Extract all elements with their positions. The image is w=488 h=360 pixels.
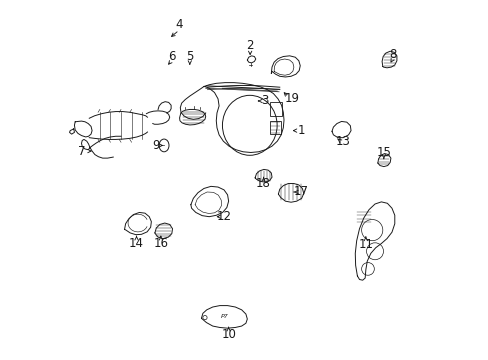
Text: 2: 2 [246,40,253,53]
Text: 5: 5 [186,50,193,63]
Text: 12: 12 [217,210,231,223]
Text: 3: 3 [261,94,268,108]
Text: 6: 6 [167,50,175,63]
Text: 7: 7 [78,145,86,158]
Text: 14: 14 [129,237,144,250]
Text: P7: P7 [221,314,228,319]
Text: 13: 13 [335,135,350,148]
Text: 17: 17 [293,185,308,198]
Text: 10: 10 [221,328,236,341]
Text: 9: 9 [152,139,159,152]
Text: 4: 4 [175,18,183,31]
Text: 16: 16 [153,237,168,250]
Text: 1: 1 [297,124,304,137]
Text: 15: 15 [376,146,390,159]
Text: 8: 8 [388,48,396,61]
Text: 18: 18 [256,177,270,190]
Text: 19: 19 [284,93,299,105]
Text: 11: 11 [358,238,373,251]
